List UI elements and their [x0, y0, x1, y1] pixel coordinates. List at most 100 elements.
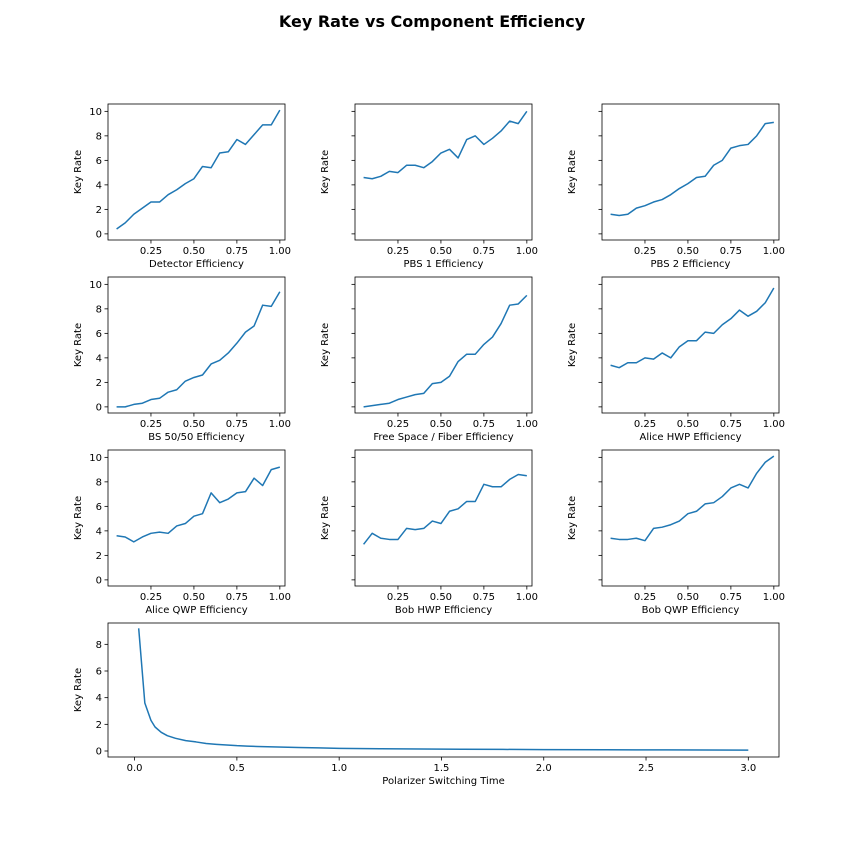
series-line-1: [364, 295, 527, 406]
x-tick-label: 1.00: [269, 246, 291, 257]
x-tick-label: 0.25: [634, 419, 656, 430]
x-axis-label: Free Space / Fiber Efficiency: [373, 432, 513, 443]
y-axis-label: Key Rate: [567, 496, 578, 540]
x-axis-label: BS 50/50 Efficiency: [148, 432, 244, 443]
x-tick-label: 0.75: [226, 592, 248, 603]
y-tick-label: 6: [96, 667, 102, 678]
x-axis-label: Bob HWP Efficiency: [395, 605, 492, 616]
x-tick-label: 0.25: [140, 419, 162, 430]
series-line-1: [364, 475, 527, 545]
axes-frame: [108, 104, 285, 240]
x-tick-label: 0.50: [677, 246, 699, 257]
x-tick-label: 0.75: [473, 246, 495, 257]
series-line-1: [117, 292, 280, 407]
x-tick-label: 1.0: [331, 763, 347, 774]
x-tick-label: 1.5: [434, 763, 450, 774]
x-axis-label: Bob QWP Efficiency: [642, 605, 740, 616]
subplot-10: 0.0 0.5 1.0 1.5 2.0 2.5 3.0 0 2 4 6 8 Polarizer Swit…: [73, 623, 779, 787]
x-tick-label: 0.75: [473, 592, 495, 603]
y-tick-label: 6: [96, 156, 102, 167]
x-axis-label: PBS 2 Efficiency: [651, 259, 731, 270]
axes-frame: [602, 450, 779, 586]
y-tick-label: 4: [96, 353, 102, 364]
x-tick-label: 0.25: [387, 419, 409, 430]
x-tick-label: 0.75: [720, 419, 742, 430]
x-axis-label: Detector Efficiency: [149, 259, 244, 270]
series-line-1: [139, 628, 749, 750]
x-tick-label: 0.25: [634, 592, 656, 603]
y-tick-label: 2: [96, 378, 102, 389]
axes-frame: [602, 277, 779, 413]
y-tick-label: 10: [89, 107, 102, 118]
x-tick-label: 1.00: [763, 419, 785, 430]
series-line-1: [611, 122, 774, 215]
x-tick-label: 2.5: [638, 763, 654, 774]
x-tick-label: 3.0: [740, 763, 756, 774]
axes-frame: [355, 450, 532, 586]
y-tick-label: 8: [96, 640, 102, 651]
y-tick-label: 4: [96, 693, 102, 704]
x-tick-label: 0.75: [226, 419, 248, 430]
y-axis-label: Key Rate: [567, 150, 578, 194]
x-tick-label: 1.00: [516, 419, 538, 430]
y-tick-label: 4: [96, 526, 102, 537]
y-axis-label: Key Rate: [73, 150, 84, 194]
series-line-1: [117, 110, 280, 229]
axes-frame: [108, 623, 779, 757]
y-tick-label: 8: [96, 131, 102, 142]
y-tick-label: 2: [96, 551, 102, 562]
y-axis-label: Key Rate: [567, 323, 578, 367]
x-tick-label: 1.00: [516, 592, 538, 603]
y-tick-label: 6: [96, 329, 102, 340]
y-tick-label: 8: [96, 304, 102, 315]
y-axis-label: Key Rate: [73, 668, 84, 712]
x-tick-label: 2.0: [536, 763, 552, 774]
x-axis-label: Alice HWP Efficiency: [639, 432, 741, 443]
y-axis-label: Key Rate: [320, 496, 331, 540]
x-tick-label: 0.75: [226, 246, 248, 257]
y-tick-label: 4: [96, 180, 102, 191]
y-tick-label: 2: [96, 205, 102, 216]
y-tick-label: 6: [96, 502, 102, 513]
y-axis-label: Key Rate: [320, 150, 331, 194]
subplot-3: 0.25 0.50 0.75 1.00 PBS 2 Efficiency Key Rate: [567, 104, 785, 270]
x-tick-label: 0.50: [430, 419, 452, 430]
y-tick-label: 2: [96, 720, 102, 731]
x-tick-label: 0.75: [473, 419, 495, 430]
y-axis-label: Key Rate: [73, 496, 84, 540]
y-axis-label: Key Rate: [320, 323, 331, 367]
y-tick-label: 0: [96, 747, 102, 758]
subplot-6: 0.25 0.50 0.75 1.00 Alice HWP Efficiency Key …: [567, 277, 785, 443]
x-tick-label: 1.00: [763, 246, 785, 257]
x-axis-label: Alice QWP Efficiency: [145, 605, 247, 616]
x-tick-label: 0.5: [229, 763, 245, 774]
x-tick-label: 0.75: [720, 246, 742, 257]
x-tick-label: 0.0: [127, 763, 143, 774]
x-tick-label: 0.50: [183, 246, 205, 257]
y-tick-label: 8: [96, 477, 102, 488]
figure-title: Key Rate vs Component Efficiency: [0, 12, 864, 31]
x-tick-label: 0.50: [430, 592, 452, 603]
x-tick-label: 0.25: [140, 592, 162, 603]
y-tick-label: 10: [89, 453, 102, 464]
y-tick-label: 0: [96, 229, 102, 240]
axes-frame: [355, 277, 532, 413]
axes-frame: [108, 450, 285, 586]
x-tick-label: 0.50: [183, 419, 205, 430]
axes-frame: [108, 277, 285, 413]
x-tick-label: 0.50: [677, 419, 699, 430]
x-tick-label: 1.00: [516, 246, 538, 257]
x-tick-label: 0.25: [387, 246, 409, 257]
x-axis-label: Polarizer Switching Time: [382, 776, 504, 787]
y-axis-label: Key Rate: [73, 323, 84, 367]
x-tick-label: 0.25: [634, 246, 656, 257]
axes-frame: [602, 104, 779, 240]
